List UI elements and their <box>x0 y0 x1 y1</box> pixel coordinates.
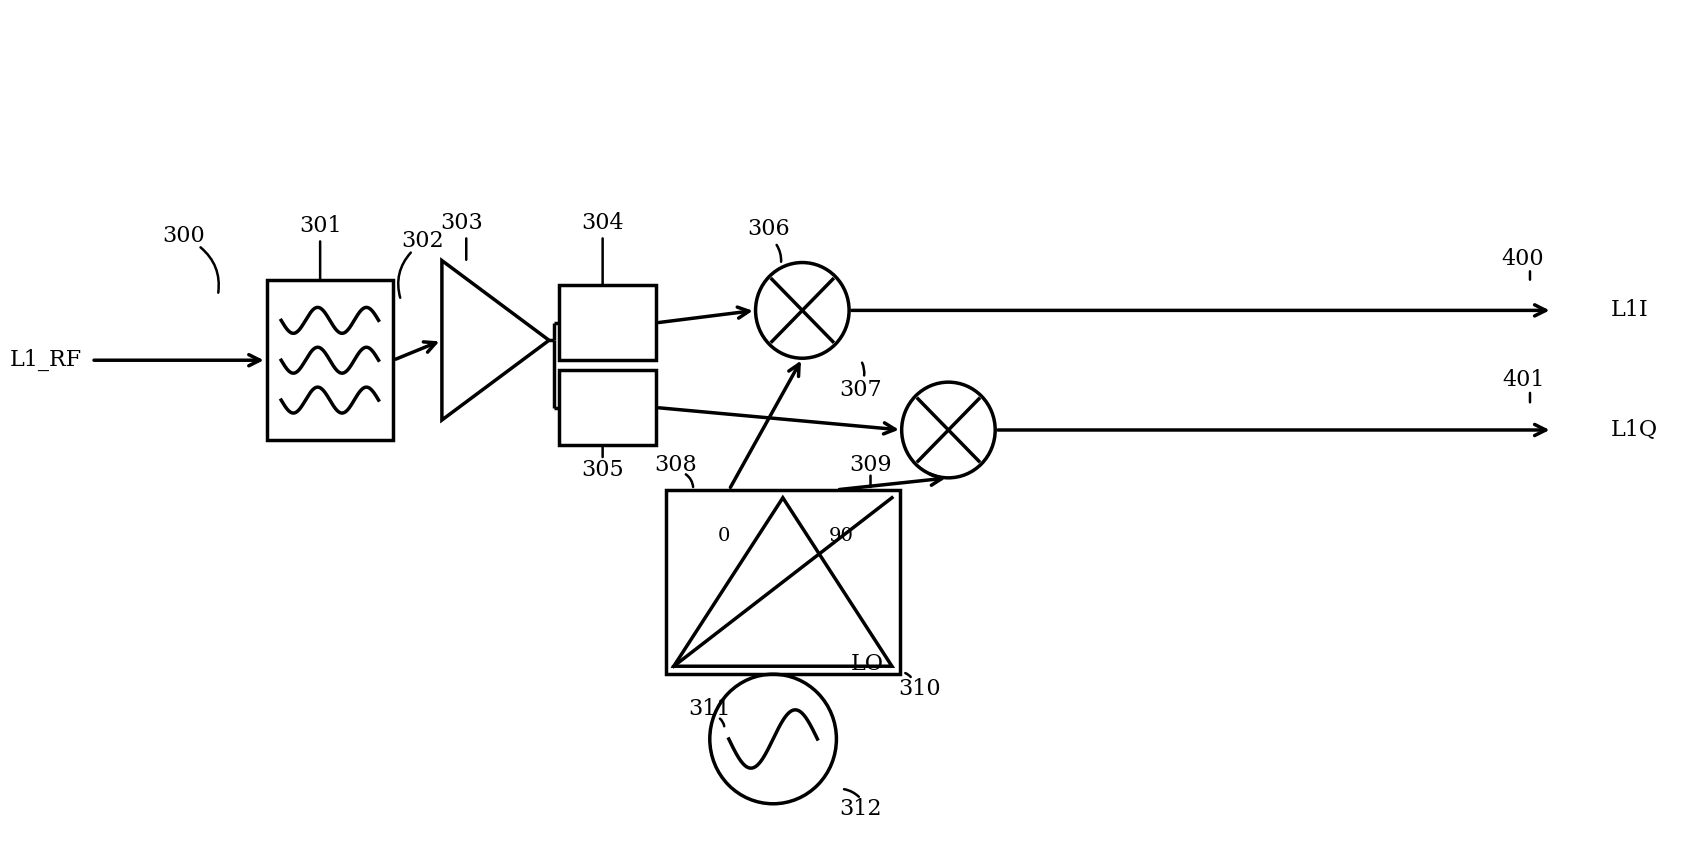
Text: L1_RF: L1_RF <box>10 349 81 372</box>
Text: 90: 90 <box>829 527 853 545</box>
Text: 310: 310 <box>897 678 941 700</box>
Text: 308: 308 <box>655 454 697 476</box>
Bar <box>558 370 656 445</box>
Text: 301: 301 <box>298 215 341 236</box>
Text: 0: 0 <box>717 527 731 545</box>
Bar <box>266 281 393 440</box>
Text: 309: 309 <box>850 454 892 476</box>
Text: 311: 311 <box>689 698 731 720</box>
Text: 400: 400 <box>1503 247 1545 270</box>
Text: 302: 302 <box>402 229 444 252</box>
Text: LO: LO <box>851 653 884 675</box>
Text: 304: 304 <box>582 211 624 234</box>
Text: 300: 300 <box>163 224 205 247</box>
Text: L1I: L1I <box>1611 300 1649 321</box>
Text: L1Q: L1Q <box>1611 419 1659 441</box>
Bar <box>558 285 656 360</box>
Text: 307: 307 <box>840 379 882 401</box>
Text: 305: 305 <box>582 459 624 481</box>
Text: 312: 312 <box>840 798 882 820</box>
Text: 303: 303 <box>439 211 483 234</box>
Bar <box>667 490 901 675</box>
Text: 401: 401 <box>1503 369 1545 391</box>
Text: 306: 306 <box>746 217 790 240</box>
